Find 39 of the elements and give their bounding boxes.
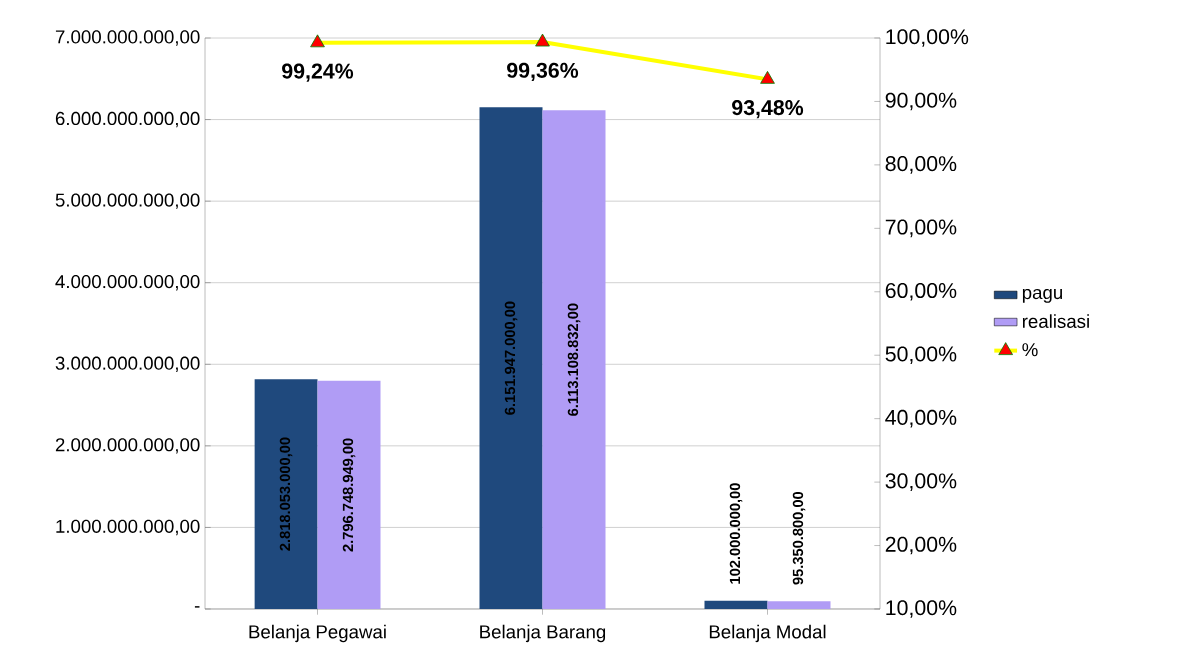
- legend-label: %: [1022, 343, 1038, 357]
- y2-tick-label: 30,00%: [885, 473, 957, 491]
- y2-tick-label: 80,00%: [885, 156, 957, 174]
- y2-tick-label: 70,00%: [885, 219, 957, 238]
- x-tick-label: Belanja Barang: [480, 624, 606, 643]
- bar: [704, 600, 768, 609]
- data-label: 2.796.748.949,00: [342, 438, 356, 552]
- bar: [767, 601, 831, 609]
- y2-tick-label: 60,00%: [885, 282, 957, 301]
- data-label: 99,24%: [282, 63, 354, 82]
- x-tick-label: Belanja Modal: [709, 624, 826, 643]
- y-tick-label: 3.000.000.000,00: [55, 356, 200, 372]
- y-tick-label: 2.000.000.000,00: [55, 438, 200, 454]
- y2-tick-label: 90,00%: [885, 92, 957, 111]
- x-tick-label: Belanja Pegawai: [249, 624, 386, 643]
- y-tick-label: 6.000.000.000,00: [55, 111, 200, 128]
- y2-tick-label: 50,00%: [885, 346, 957, 365]
- y2-tick-label: 100,00%: [886, 29, 969, 47]
- y-tick-label: 7.000.000.000,00: [55, 30, 200, 46]
- bar: [479, 107, 543, 609]
- y-tick-label: -: [194, 606, 200, 608]
- bar: [542, 110, 606, 609]
- data-label: 6.151.947.000,00: [504, 301, 518, 415]
- data-label: 6.113.108.832,00: [567, 303, 581, 416]
- data-label: 2.818.053.000,00: [279, 437, 293, 551]
- legend-label: realisasi: [1022, 314, 1089, 328]
- bar: [254, 379, 318, 609]
- y-tick-label: 5.000.000.000,00: [55, 193, 200, 209]
- y2-tick-label: 20,00%: [885, 536, 957, 555]
- y2-tick-label: 40,00%: [885, 409, 957, 428]
- y-tick-label: 1.000.000.000,00: [56, 519, 200, 536]
- legend-label: pagu: [1022, 288, 1062, 303]
- y2-tick-label: 10,00%: [886, 600, 957, 618]
- data-label: 102.000.000,00: [729, 483, 743, 584]
- data-label: 93,48%: [732, 100, 804, 119]
- data-label: 95.350.800,00: [792, 491, 806, 585]
- bar: [317, 380, 381, 609]
- data-label: 99,36%: [507, 62, 579, 81]
- y-tick-label: 4.000.000.000,00: [55, 274, 200, 291]
